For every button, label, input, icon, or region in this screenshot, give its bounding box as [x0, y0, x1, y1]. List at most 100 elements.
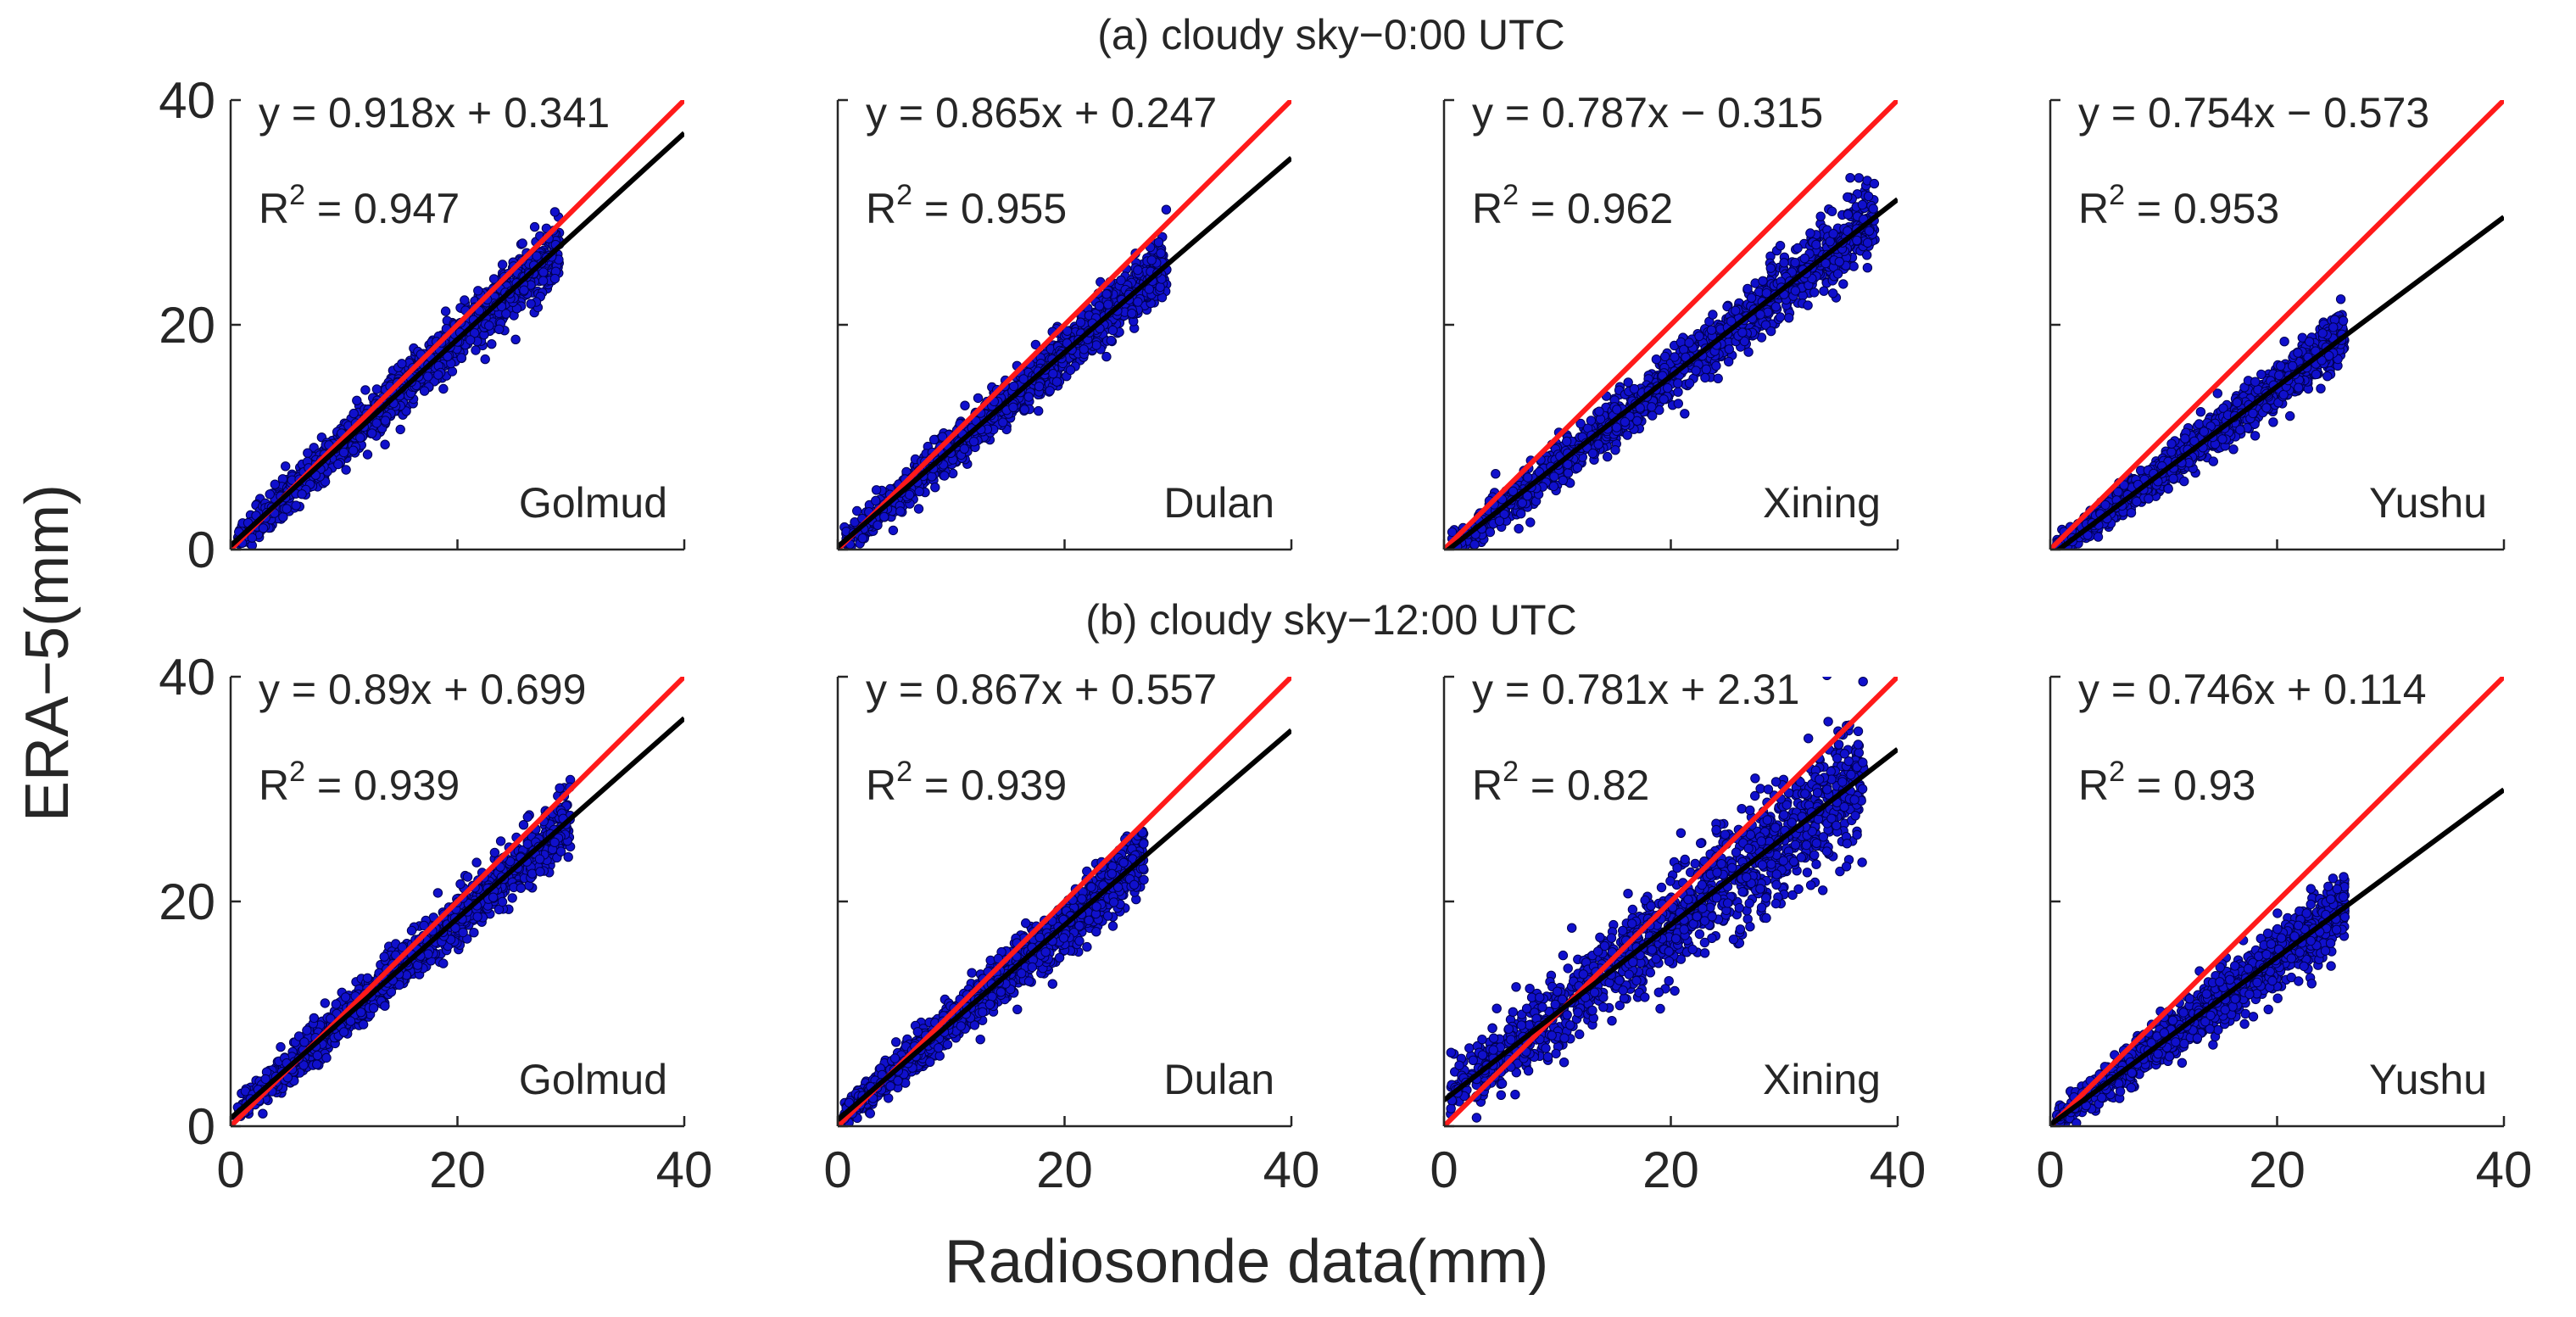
scatter-point — [1156, 248, 1166, 259]
scatter-point — [1107, 325, 1118, 336]
scatter-point — [1691, 366, 1701, 376]
scatter-point — [1843, 209, 1854, 220]
panel-xining-a: y = 0.787x − 0.315 R2 = 0.962 Xining — [1442, 89, 1899, 551]
scatter-point — [1133, 265, 1143, 276]
scatter-point — [1622, 430, 1632, 440]
scatter-point — [2194, 419, 2205, 429]
scatter-point — [1101, 351, 1112, 362]
scatter-point — [937, 432, 948, 442]
scatter-point — [1516, 509, 1526, 519]
r-squared: R2 = 0.955 — [866, 179, 1067, 232]
fit-equation: y = 0.787x − 0.315 — [1472, 89, 1823, 137]
scatter-point — [532, 251, 542, 261]
scatter-point — [501, 309, 511, 319]
scatter-point — [487, 339, 497, 349]
fit-line — [231, 131, 684, 548]
r-squared: R2 = 0.947 — [259, 179, 460, 232]
scatter-point — [1826, 206, 1837, 217]
scatter-point — [494, 324, 505, 334]
r-squared-value: = 0.955 — [912, 185, 1067, 232]
plot-area — [1444, 100, 1898, 550]
scatter-point — [1548, 481, 1559, 492]
scatter-point — [281, 461, 291, 472]
r-squared-exponent: 2 — [1503, 179, 1519, 211]
scatter-point — [1155, 282, 1165, 293]
scatter-point — [1144, 284, 1155, 294]
scatter-point — [1659, 394, 1669, 405]
scatter-point — [333, 459, 343, 470]
scatter-point — [1790, 286, 1801, 296]
scatter-point — [888, 525, 899, 536]
scatter-point — [1724, 356, 1734, 367]
scatter-point — [1684, 378, 1695, 388]
scatter-point — [397, 359, 407, 369]
scatter-point — [348, 445, 359, 455]
scatter-point — [1799, 254, 1810, 264]
scatter-point — [1803, 300, 1813, 310]
scatter-point — [1563, 459, 1573, 470]
scatter-point — [1494, 516, 1505, 527]
scatter-point — [371, 384, 382, 394]
scatter-point — [270, 479, 280, 489]
scatter-point — [1742, 283, 1753, 294]
scatter-point — [1079, 344, 1090, 354]
scatter-point — [1843, 192, 1853, 203]
scatter-point — [278, 512, 288, 522]
scatter-point — [879, 511, 889, 522]
scatter-point — [291, 500, 301, 511]
plot-area — [2050, 100, 2504, 550]
scatter-point — [1815, 211, 1826, 221]
scatter-point — [473, 286, 483, 296]
scatter-point — [529, 221, 540, 232]
fit-line — [1444, 197, 1898, 550]
scatter-point — [1743, 347, 1754, 357]
scatter-point — [1549, 472, 1559, 482]
scatter-point — [1572, 462, 1583, 473]
scatter-point — [1447, 527, 1458, 538]
scatter-point — [447, 366, 458, 377]
scatter-point — [2195, 407, 2206, 417]
scatter-point — [1862, 237, 1873, 248]
scatter-point — [1514, 523, 1524, 534]
scatter-point — [1784, 313, 1794, 323]
plot-area — [231, 100, 684, 550]
scatter-point — [1713, 373, 1723, 383]
y-axis-label: ERA−5(mm) — [14, 484, 81, 822]
scatter-point — [1632, 416, 1642, 426]
scatter-point — [1864, 226, 1875, 236]
scatter-point — [1008, 402, 1018, 412]
scatter-point — [423, 371, 433, 382]
scatter-point — [1075, 317, 1086, 327]
one-to-one-line — [1444, 100, 1898, 550]
scatter-point — [1700, 372, 1710, 383]
scatter-point — [1845, 173, 1855, 183]
scatter-point — [940, 471, 950, 481]
scatter-point — [541, 223, 552, 233]
station-label: Xining — [1763, 479, 1881, 527]
scatter-point — [1620, 416, 1631, 427]
scatter-point — [1611, 422, 1622, 432]
scatter-point — [526, 299, 536, 309]
station-label: Golmud — [519, 479, 667, 527]
r-squared-value: = 0.947 — [305, 185, 460, 232]
scatter-point — [1760, 320, 1771, 330]
scatter-point — [973, 393, 984, 404]
scatter-point — [2208, 456, 2219, 466]
r-squared: R2 = 0.962 — [1472, 179, 1673, 232]
scatter-point — [549, 207, 560, 217]
scatter-point — [1869, 178, 1880, 189]
scatter-point — [1724, 344, 1735, 354]
scatter-point — [1854, 173, 1865, 183]
scatter-point — [1737, 327, 1748, 338]
scatter-point — [1629, 383, 1640, 394]
scatter-point — [338, 447, 349, 458]
scatter-point — [1603, 451, 1613, 462]
scatter-point — [1517, 498, 1528, 508]
scatter-point — [1008, 381, 1019, 392]
scatter-point — [2163, 483, 2173, 494]
scatter-point — [1663, 382, 1673, 393]
scatter-point — [470, 328, 480, 338]
scatter-point — [443, 351, 453, 361]
scatter-point — [914, 486, 924, 497]
